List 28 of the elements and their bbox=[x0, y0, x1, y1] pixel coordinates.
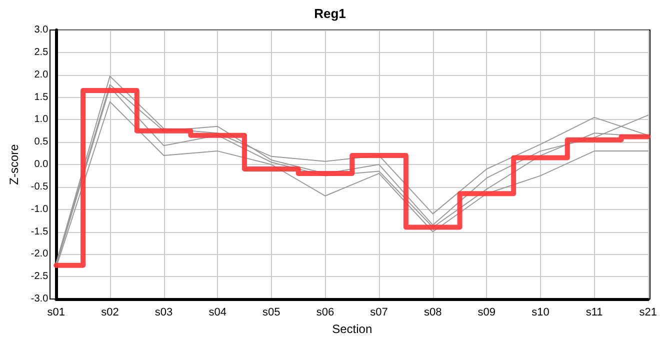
x-tick-label: s07 bbox=[370, 306, 388, 318]
x-tick-label: s05 bbox=[262, 306, 280, 318]
y-axis-title: Z-score bbox=[7, 144, 21, 185]
y-tick-label: 1.5 bbox=[34, 92, 49, 103]
y-tick-label: -0.5 bbox=[30, 181, 49, 192]
x-tick-label: s02 bbox=[101, 306, 119, 318]
x-tick-label: s11 bbox=[586, 306, 603, 318]
y-tick-label: -1.0 bbox=[30, 204, 49, 215]
y-tick-label: 2.0 bbox=[34, 69, 49, 80]
x-tick-label: s04 bbox=[208, 306, 226, 318]
y-tick-label: -2.0 bbox=[30, 248, 49, 260]
x-tick-label: s01 bbox=[47, 306, 66, 318]
x-tick-label: s09 bbox=[478, 306, 496, 318]
y-tick-label: 0.5 bbox=[34, 136, 49, 148]
y-tick-label: -2.5 bbox=[30, 271, 49, 282]
x-axis-title: Section bbox=[332, 322, 372, 336]
x-tick-label: s10 bbox=[532, 306, 550, 318]
y-tick-label: 2.5 bbox=[34, 46, 49, 58]
y-tick-label: 1.0 bbox=[34, 114, 49, 126]
y-tick-label: 3.0 bbox=[34, 24, 49, 36]
x-tick-label: s21 bbox=[639, 306, 658, 318]
x-tick-label: s08 bbox=[424, 306, 442, 318]
y-tick-label: -3.0 bbox=[30, 294, 49, 304]
y-tick-label: 0.0 bbox=[34, 159, 49, 170]
y-tick-label: -1.5 bbox=[30, 226, 49, 238]
x-tick-label: s03 bbox=[154, 306, 173, 318]
x-tick-label: s06 bbox=[316, 306, 334, 318]
chart-title: Reg1 bbox=[314, 6, 346, 21]
